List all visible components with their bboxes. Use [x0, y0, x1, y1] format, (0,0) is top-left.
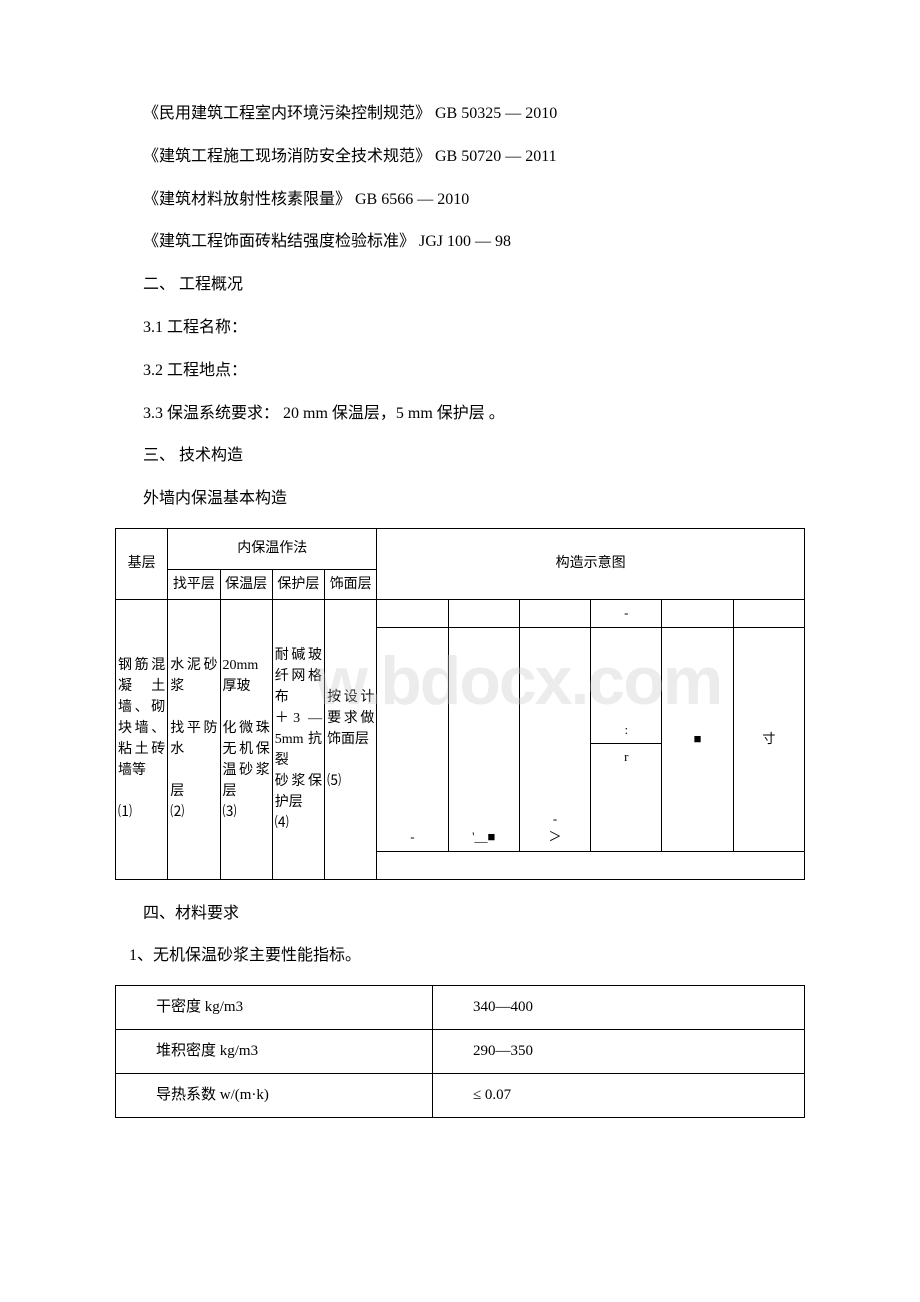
cell-protection: 耐碱玻纤网格布＋3 — 5mm抗裂砂浆保护层⑷ [272, 599, 324, 879]
header-diagram: 构造示意图 [377, 528, 805, 599]
section-heading-overview: 二、 工程概况 [115, 271, 805, 300]
diagram-cell: -＞ [519, 627, 590, 851]
mortar-properties-heading: 1、无机保温砂浆主要性能指标。 [115, 942, 805, 971]
wall-insulation-heading: 外墙内保温基本构造 [115, 485, 805, 514]
section-heading-materials: 四、材料要求 [115, 900, 805, 929]
table-data-row: 钢筋混凝土墙、砌块墙、粘土砖墙等 ⑴ 水泥砂浆 找平防水 层⑵ 20mm厚玻 化… [116, 599, 805, 627]
diagram-cell: r [591, 744, 662, 851]
properties-table: 干密度 kg/m3 340—400 堆积密度 kg/m3 290—350 导热系… [115, 985, 805, 1118]
insulation-requirement-line: 3.3 保温系统要求： 20 mm 保温层，5 mm 保护层 。 [115, 400, 805, 429]
diagram-cell [448, 599, 519, 627]
diagram-cell [377, 599, 448, 627]
project-name-line: 3.1 工程名称： [115, 314, 805, 343]
property-value: ≤ 0.07 [432, 1074, 804, 1118]
cell-base-layer: 钢筋混凝土墙、砌块墙、粘土砖墙等 ⑴ [116, 599, 168, 879]
diagram-cell: ■ [662, 627, 733, 851]
page-content: 《民用建筑工程室内环境污染控制规范》 GB 50325 — 2010 《建筑工程… [115, 100, 805, 1118]
structure-table: 基层 内保温作法 构造示意图 找平层 保温层 保护层 饰面层 钢筋混凝土墙、砌块… [115, 528, 805, 880]
property-name: 导热系数 w/(m·k) [116, 1074, 433, 1118]
cell-leveling: 水泥砂浆 找平防水 层⑵ [168, 599, 220, 879]
standard-ref-4: 《建筑工程饰面砖粘结强度检验标准》 JGJ 100 — 98 [115, 228, 805, 257]
subheader-finish: 饰面层 [325, 569, 377, 599]
standard-ref-3: 《建筑材料放射性核素限量》 GB 6566 — 2010 [115, 186, 805, 215]
header-base-layer: 基层 [116, 528, 168, 599]
table-row: 堆积密度 kg/m3 290—350 [116, 1030, 805, 1074]
diagram-cell: '__■ [448, 627, 519, 851]
diagram-cell [377, 851, 805, 879]
diagram-cell [733, 599, 804, 627]
subheader-protection: 保护层 [272, 569, 324, 599]
property-name: 堆积密度 kg/m3 [116, 1030, 433, 1074]
table-row: 导热系数 w/(m·k) ≤ 0.07 [116, 1074, 805, 1118]
property-value: 290—350 [432, 1030, 804, 1074]
cell-insulation: 20mm厚玻 化微珠无机保温砂浆层⑶ [220, 599, 272, 879]
table-header-row: 基层 内保温作法 构造示意图 [116, 528, 805, 569]
diagram-cell: - [591, 599, 662, 627]
section-heading-technical: 三、 技术构造 [115, 442, 805, 471]
property-value: 340—400 [432, 986, 804, 1030]
standard-ref-1: 《民用建筑工程室内环境污染控制规范》 GB 50325 — 2010 [115, 100, 805, 129]
cell-finish: 按设计要求做饰面层 ⑸ [325, 599, 377, 879]
diagram-cell: : [591, 627, 662, 744]
diagram-cell: - [377, 627, 448, 851]
subheader-leveling: 找平层 [168, 569, 220, 599]
diagram-cell [662, 599, 733, 627]
table-row: 干密度 kg/m3 340—400 [116, 986, 805, 1030]
diagram-cell [519, 599, 590, 627]
project-location-line: 3.2 工程地点： [115, 357, 805, 386]
header-insulation-method: 内保温作法 [168, 528, 377, 569]
standard-ref-2: 《建筑工程施工现场消防安全技术规范》 GB 50720 — 2011 [115, 143, 805, 172]
property-name: 干密度 kg/m3 [116, 986, 433, 1030]
subheader-insulation: 保温层 [220, 569, 272, 599]
diagram-cell: 寸 [733, 627, 804, 851]
